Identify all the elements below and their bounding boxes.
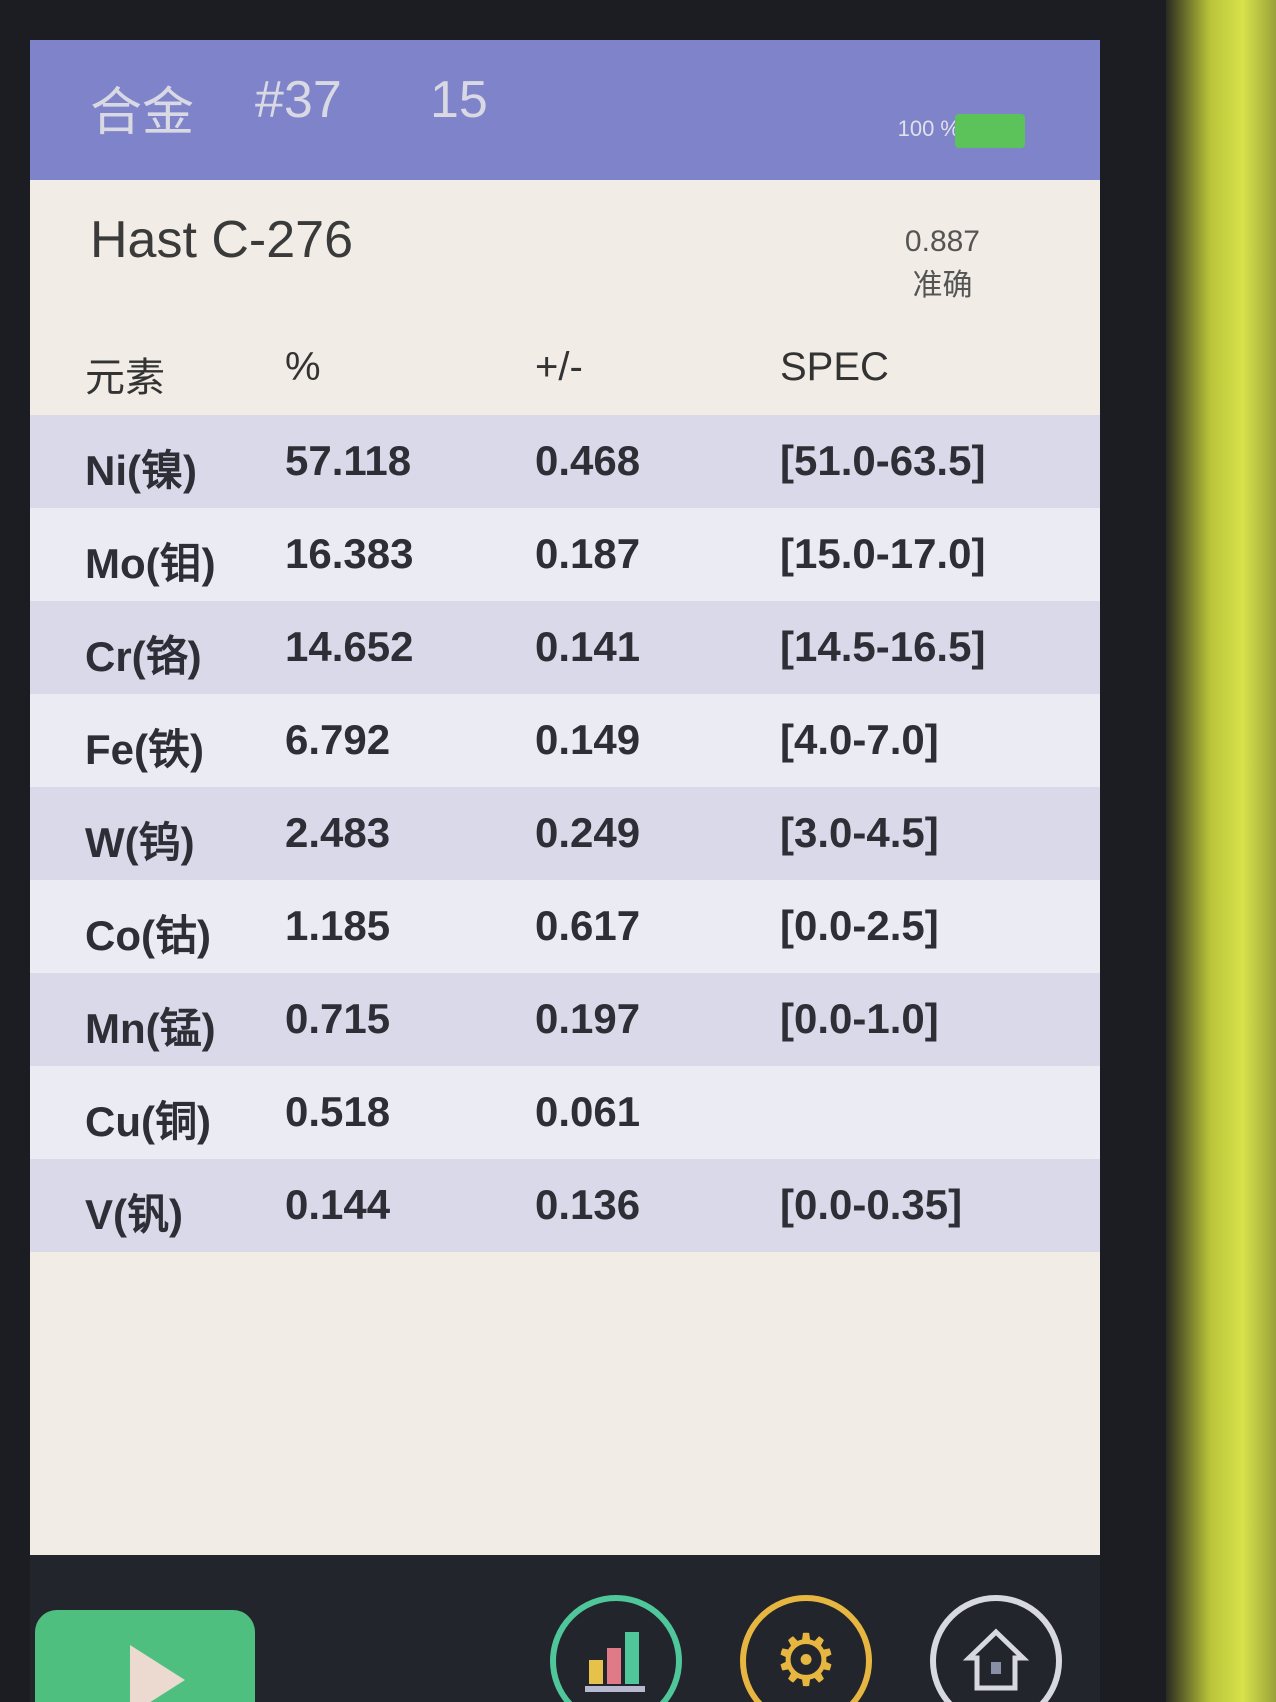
cell-element: W(钨) [85, 819, 195, 866]
table-row: Mn(锰) 0.715 0.197 [0.0-1.0] [30, 973, 1100, 1066]
cell-percent: 6.792 [285, 716, 391, 763]
gear-icon: ⚙ [773, 1621, 839, 1701]
settings-button[interactable]: ⚙ [740, 1595, 872, 1702]
cell-error: 0.468 [535, 437, 641, 484]
match-info: 0.887 准确 [905, 220, 980, 308]
cell-error: 0.061 [535, 1088, 641, 1135]
cell-error: 0.617 [535, 902, 641, 949]
cell-error: 0.136 [535, 1181, 641, 1228]
table-row: Fe(铁) 6.792 0.149 [4.0-7.0] [30, 694, 1100, 787]
battery-icon [955, 114, 1025, 148]
cell-spec: [0.0-1.0] [780, 995, 939, 1042]
battery-label: 100 % [897, 116, 960, 141]
cell-element: Ni(镍) [85, 447, 197, 494]
table-row: V(钒) 0.144 0.136 [0.0-0.35] [30, 1159, 1100, 1252]
chart-button[interactable] [550, 1595, 682, 1702]
header-spec: SPEC [780, 345, 889, 389]
cell-element: Mo(钼) [85, 540, 216, 587]
test-time: 15 [430, 71, 488, 129]
table-header: 元素 % +/- SPEC [30, 345, 1100, 415]
header-percent: % [285, 345, 321, 389]
table-row: Cr(铬) 14.652 0.141 [14.5-16.5] [30, 601, 1100, 694]
cell-spec: [0.0-2.5] [780, 902, 939, 949]
cell-percent: 14.652 [285, 623, 414, 670]
cell-error: 0.187 [535, 530, 641, 577]
match-score: 0.887 [904, 225, 980, 258]
cell-spec: [3.0-4.5] [780, 809, 939, 856]
cell-spec: [15.0-17.0] [780, 530, 986, 577]
cell-percent: 0.144 [285, 1181, 391, 1228]
cell-element: Co(钴) [85, 912, 211, 959]
cell-spec: [51.0-63.5] [780, 437, 986, 484]
cell-element: V(钒) [85, 1191, 183, 1238]
bar-chart-icon [585, 1632, 645, 1692]
cell-error: 0.197 [535, 995, 641, 1042]
home-icon [962, 1628, 1030, 1691]
cell-spec: [4.0-7.0] [780, 716, 939, 763]
mode-label: 合金 [90, 84, 195, 142]
cell-element: Fe(铁) [85, 726, 204, 773]
cell-spec: [14.5-16.5] [780, 623, 986, 670]
cell-element: Cr(铬) [85, 633, 202, 680]
home-button[interactable] [930, 1595, 1062, 1702]
analyzer-screen: 合金 #37 15 100 % Hast C-276 0.887 准确 元素 %… [30, 40, 1100, 1702]
table-row: Co(钴) 1.185 0.617 [0.0-2.5] [30, 880, 1100, 973]
cell-percent: 1.185 [285, 902, 391, 949]
header-element: 元素 [85, 356, 165, 400]
cell-percent: 16.383 [285, 530, 414, 577]
results-table: Ni(镍) 57.118 0.468 [51.0-63.5] Mo(钼) 16.383 0.… [30, 415, 1100, 1252]
cell-spec: [0.0-0.35] [780, 1181, 963, 1228]
cell-percent: 2.483 [285, 809, 391, 856]
bottom-toolbar: ⚙ [30, 1555, 1100, 1702]
device-casing [1166, 0, 1276, 1702]
cell-element: Mn(锰) [85, 1005, 216, 1052]
cell-percent: 57.118 [285, 437, 412, 484]
match-quality: 准确 [912, 269, 973, 302]
status-bar: 合金 #37 15 100 % [30, 40, 1100, 180]
cell-error: 0.149 [535, 716, 641, 763]
table-row: W(钨) 2.483 0.249 [3.0-4.5] [30, 787, 1100, 880]
header-error: +/- [535, 345, 583, 389]
cell-percent: 0.518 [285, 1088, 391, 1135]
test-number: #37 [255, 71, 342, 129]
table-row: Ni(镍) 57.118 0.468 [51.0-63.5] [30, 415, 1100, 508]
play-button[interactable] [35, 1610, 255, 1702]
cell-element: Cu(铜) [85, 1098, 211, 1145]
table-row: Cu(铜) 0.518 0.061 [30, 1066, 1100, 1159]
table-row: Mo(钼) 16.383 0.187 [15.0-17.0] [30, 508, 1100, 601]
cell-error: 0.141 [535, 623, 641, 670]
cell-error: 0.249 [535, 809, 641, 856]
alloy-name: Hast C-276 [90, 211, 353, 269]
cell-percent: 0.715 [285, 995, 391, 1042]
